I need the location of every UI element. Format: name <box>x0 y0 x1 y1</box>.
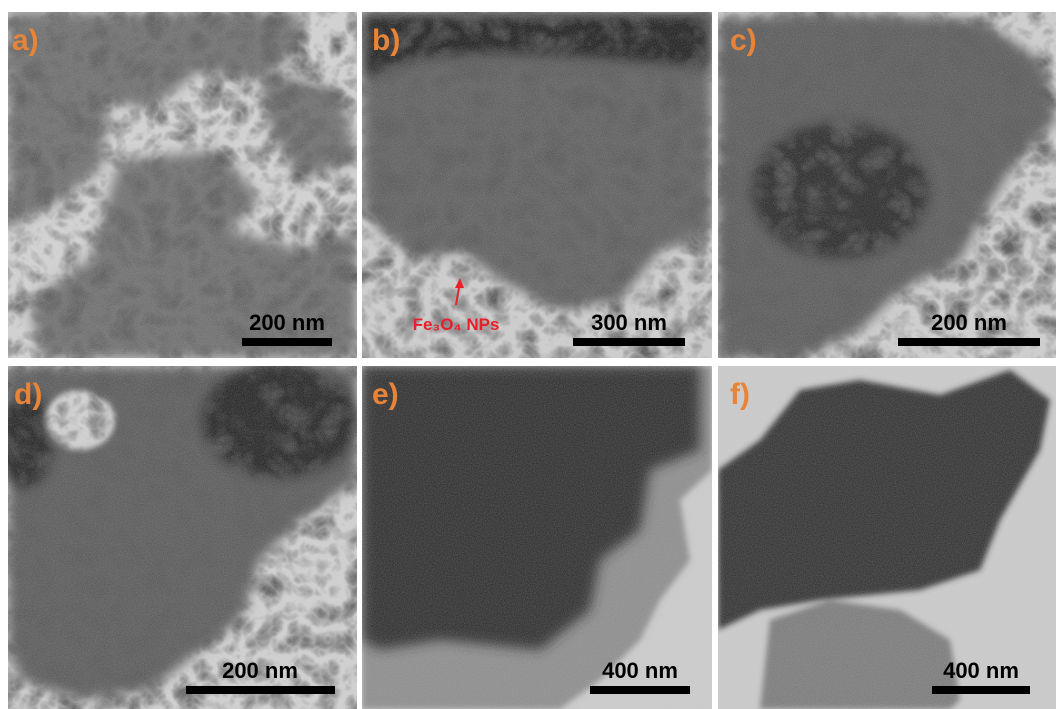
panel-label: a) <box>12 24 39 57</box>
micrograph-a <box>8 12 357 358</box>
annotation: Fe₃O₄ NPs <box>413 315 500 334</box>
micrograph-c <box>718 12 1056 358</box>
micrograph-e <box>362 366 712 709</box>
micrograph-b <box>362 12 712 358</box>
scale-bars <box>186 338 1040 694</box>
panel-label: f) <box>730 378 750 411</box>
micrograph-f <box>718 366 1056 709</box>
scale-bar-label: 200 nm <box>222 658 298 683</box>
scale-bar-label: 400 nm <box>602 658 678 683</box>
panel-label: e) <box>372 378 399 411</box>
scale-bar-label: 200 nm <box>249 310 325 335</box>
panel-label: b) <box>372 24 400 57</box>
micrograph-d <box>8 366 357 709</box>
arrow-head <box>455 278 464 288</box>
panel-label: c) <box>730 24 757 57</box>
panel-label: d) <box>14 378 42 411</box>
scale-bar-label: 400 nm <box>943 658 1019 683</box>
scale-bar-label: 200 nm <box>931 310 1007 335</box>
scale-bar-label: 300 nm <box>591 310 667 335</box>
